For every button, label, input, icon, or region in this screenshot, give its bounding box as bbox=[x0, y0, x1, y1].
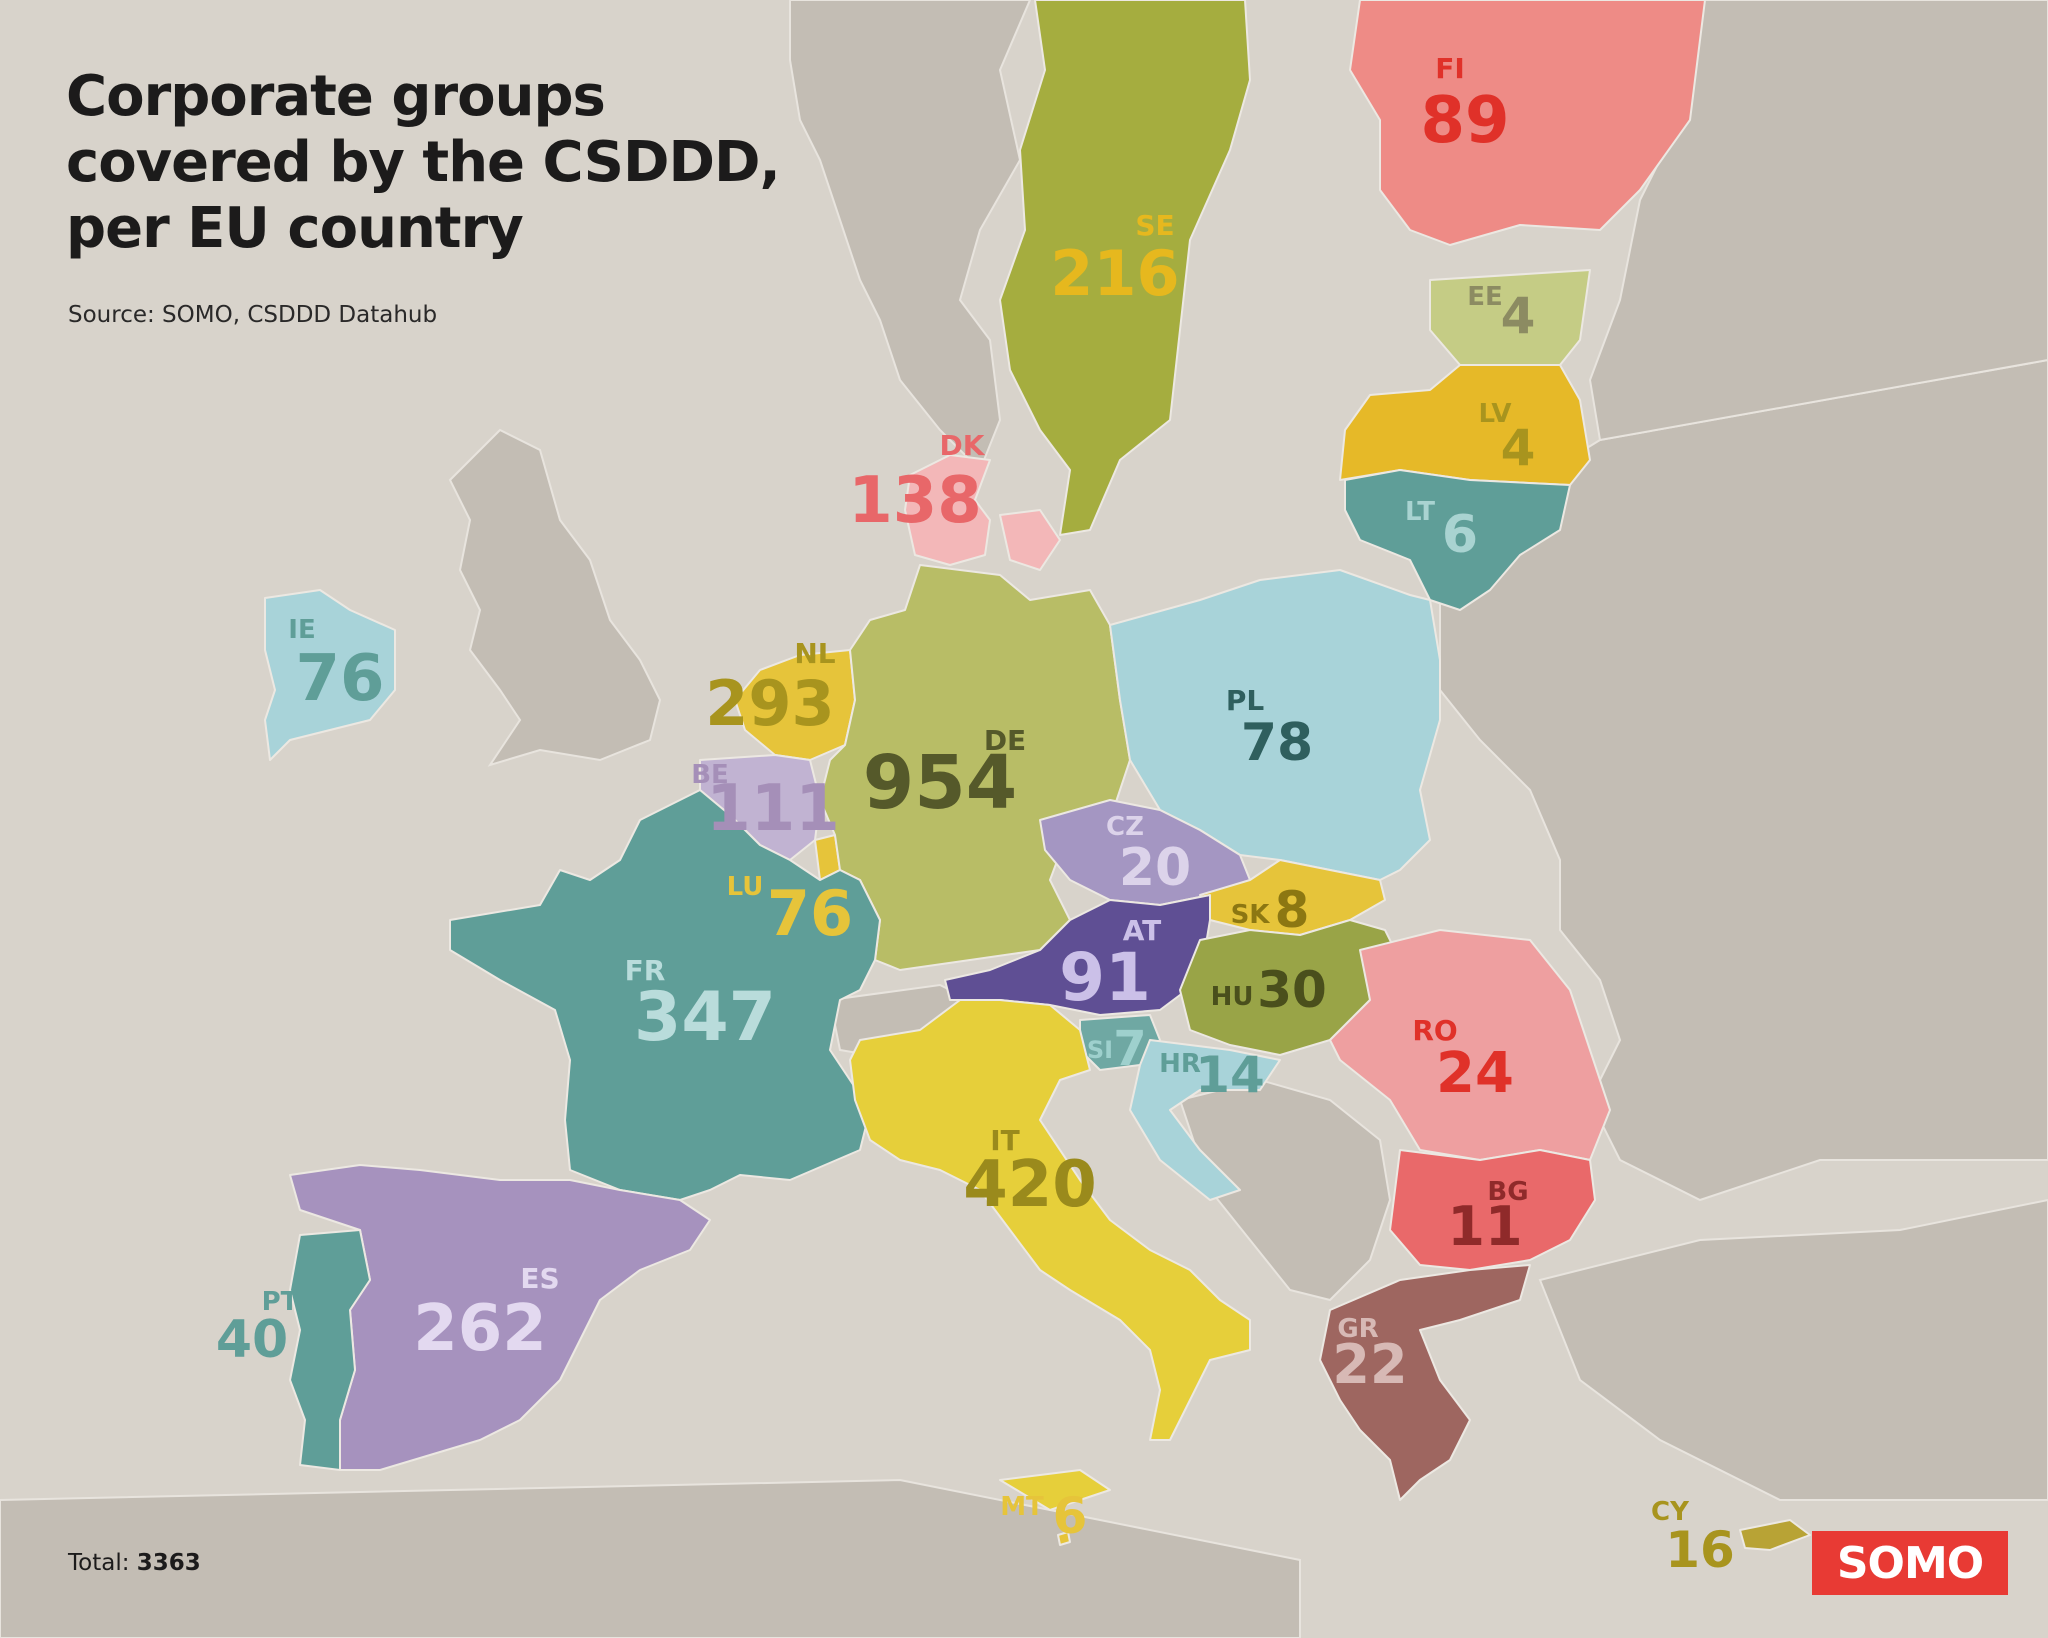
label-code-se: SE bbox=[1135, 209, 1174, 242]
label-value-cy: 16 bbox=[1665, 1521, 1735, 1579]
country-finland[interactable] bbox=[1349, 0, 1706, 246]
label-value-pl: 78 bbox=[1241, 713, 1313, 773]
label-value-at: 91 bbox=[1059, 939, 1151, 1016]
title-line-2: covered by the CSDDD, bbox=[66, 130, 781, 196]
country-slovakia[interactable] bbox=[1199, 859, 1386, 936]
country-bulgaria[interactable] bbox=[1389, 1149, 1596, 1271]
great-britain bbox=[448, 428, 662, 767]
label-code-cz: CZ bbox=[1106, 812, 1144, 842]
label-code-hu: HU bbox=[1211, 982, 1254, 1012]
country-portugal[interactable] bbox=[289, 1229, 371, 1471]
country-croatia[interactable] bbox=[1129, 1039, 1281, 1201]
label-code-de: DE bbox=[984, 724, 1026, 757]
label-code-lt: LT bbox=[1405, 497, 1435, 527]
label-code-lu: LU bbox=[727, 872, 764, 902]
label-code-be: BE bbox=[691, 760, 729, 790]
label-code-fi: FI bbox=[1435, 52, 1465, 85]
balkans bbox=[1178, 1078, 1392, 1302]
label-code-sk: SK bbox=[1231, 900, 1271, 930]
label-code-at: AT bbox=[1123, 914, 1162, 947]
total-label: Total: bbox=[68, 1550, 130, 1576]
label-code-si: SI bbox=[1087, 1036, 1113, 1064]
title-line-3: per EU country bbox=[66, 196, 524, 262]
label-value-es: 262 bbox=[413, 1292, 547, 1366]
country-denmark[interactable] bbox=[904, 454, 1061, 571]
country-italy[interactable] bbox=[849, 999, 1251, 1511]
label-value-se: 216 bbox=[1050, 237, 1179, 310]
label-code-pl: PL bbox=[1226, 684, 1265, 717]
label-code-bg: BG bbox=[1487, 1177, 1528, 1207]
label-code-hr: HR bbox=[1159, 1049, 1201, 1079]
label-code-dk: DK bbox=[940, 429, 986, 462]
source-note: Source: SOMO, CSDDD Datahub bbox=[68, 302, 438, 328]
label-value-sk: 8 bbox=[1275, 881, 1310, 939]
country-cyprus[interactable] bbox=[1739, 1519, 1811, 1551]
label-value-ro: 24 bbox=[1436, 1041, 1514, 1106]
somo-logo: SOMO bbox=[1812, 1531, 2008, 1595]
total-note: Total: 3363 bbox=[68, 1550, 201, 1576]
label-code-fr: FR bbox=[625, 954, 666, 987]
label-value-hu: 30 bbox=[1257, 961, 1327, 1019]
country-latvia[interactable] bbox=[1339, 364, 1591, 486]
country-sweden[interactable] bbox=[999, 0, 1251, 536]
label-value-fi: 89 bbox=[1420, 84, 1509, 158]
label-code-ee: EE bbox=[1467, 282, 1503, 312]
label-value-lv: 4 bbox=[1501, 419, 1536, 477]
label-value-bg: 11 bbox=[1447, 1195, 1522, 1258]
country-greece[interactable] bbox=[1319, 1264, 1531, 1501]
label-code-es: ES bbox=[520, 1262, 559, 1295]
country-lithuania[interactable] bbox=[1344, 469, 1571, 611]
label-code-cy: CY bbox=[1651, 1497, 1690, 1527]
label-value-mt: 6 bbox=[1053, 1487, 1088, 1545]
label-code-gr: GR bbox=[1337, 1314, 1378, 1344]
page-title: Corporate groups covered by the CSDDD, p… bbox=[66, 64, 781, 262]
norway bbox=[789, 0, 1032, 472]
label-value-pt: 40 bbox=[216, 1310, 288, 1370]
label-code-nl: NL bbox=[794, 637, 835, 670]
country-netherlands[interactable] bbox=[734, 649, 856, 761]
label-code-ie: IE bbox=[288, 615, 315, 645]
title-line-1: Corporate groups bbox=[66, 64, 606, 129]
label-value-dk: 138 bbox=[848, 464, 982, 538]
turkey bbox=[1538, 1198, 2048, 1501]
label-value-nl: 293 bbox=[705, 667, 834, 740]
total-value: 3363 bbox=[136, 1550, 201, 1576]
label-code-pt: PT bbox=[262, 1287, 299, 1317]
label-value-hr: 14 bbox=[1195, 1046, 1265, 1104]
country-france[interactable] bbox=[449, 789, 881, 1201]
label-value-be: 111 bbox=[706, 772, 840, 846]
label-value-gr: 22 bbox=[1332, 1333, 1407, 1396]
north-africa bbox=[0, 1478, 1301, 1638]
label-value-it: 420 bbox=[963, 1148, 1097, 1222]
label-code-lv: LV bbox=[1478, 399, 1511, 429]
country-ireland[interactable] bbox=[264, 589, 396, 761]
label-value-si: 7 bbox=[1113, 1021, 1146, 1077]
label-value-fr: 347 bbox=[634, 978, 776, 1057]
label-code-mt: MT bbox=[1000, 1492, 1044, 1522]
label-value-lu: 76 bbox=[767, 877, 853, 950]
label-value-lt: 6 bbox=[1442, 505, 1478, 565]
label-code-ro: RO bbox=[1412, 1014, 1457, 1047]
label-value-ie: 76 bbox=[295, 642, 384, 716]
country-malta[interactable] bbox=[1057, 1531, 1071, 1546]
label-code-it: IT bbox=[990, 1124, 1020, 1157]
label-value-cz: 20 bbox=[1119, 838, 1191, 898]
label-value-ee: 4 bbox=[1501, 287, 1536, 345]
label-value-de: 954 bbox=[863, 740, 1017, 826]
